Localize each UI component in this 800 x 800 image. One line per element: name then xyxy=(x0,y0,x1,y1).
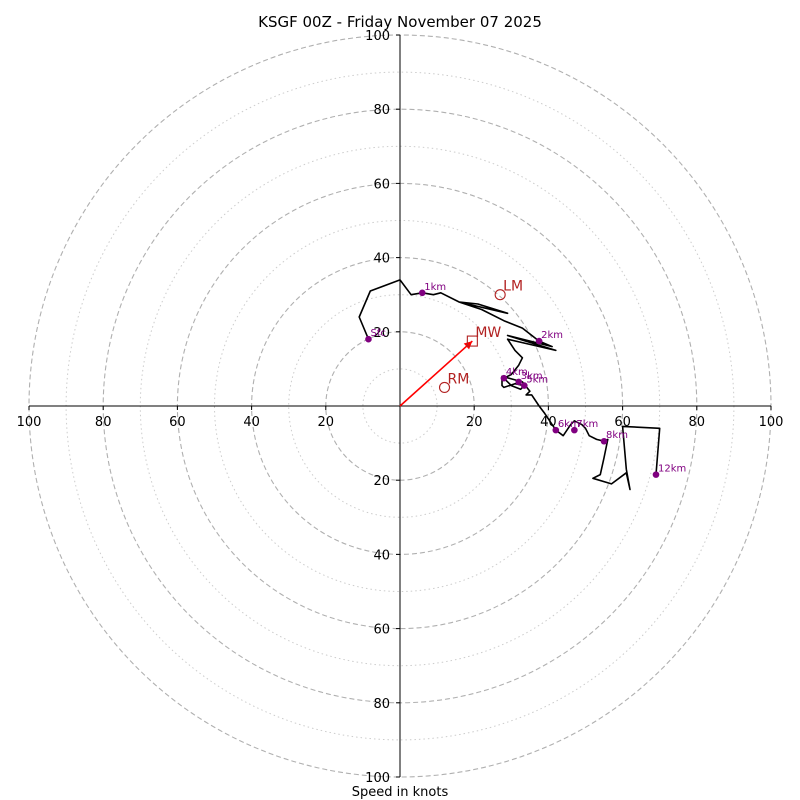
height-marker-dot-7km xyxy=(571,426,578,434)
height-marker-dot-1km xyxy=(418,289,426,297)
x-axis-label: Speed in knots xyxy=(352,785,449,800)
x-tick-label-left-20: 20 xyxy=(318,415,335,430)
height-marker-dot-6km xyxy=(552,426,560,434)
height-marker-dot-5km xyxy=(520,382,528,389)
height-marker-dot-4km xyxy=(500,374,508,382)
y-tick-label-up-100: 100 xyxy=(365,29,390,44)
chart-title: KSGF 00Z - Friday November 07 2025 xyxy=(258,13,542,31)
storm-motion-label-rm: RM xyxy=(448,371,470,387)
y-tick-label-down-40: 40 xyxy=(373,548,390,563)
storm-motion-label-lm: LM xyxy=(503,279,523,295)
x-tick-label-left-100: 100 xyxy=(17,415,42,430)
height-marker-dot-2km xyxy=(535,337,543,345)
x-tick-label-right-20: 20 xyxy=(466,415,483,430)
mean-wind-vector-group xyxy=(399,340,473,407)
height-marker-label-5km: 5km xyxy=(526,375,548,386)
height-marker-label-6km: 6km xyxy=(558,419,580,430)
height-marker-label-3km: 3km xyxy=(521,371,543,382)
y-tick-label-up-40: 40 xyxy=(373,252,390,267)
height-marker-dot-3km xyxy=(515,378,523,386)
height-marker-dot-sfc xyxy=(365,335,372,343)
y-tick-label-up-80: 80 xyxy=(373,103,390,118)
height-marker-label-8km: 8km xyxy=(606,430,628,441)
height-marker-label-2km: 2km xyxy=(541,330,563,341)
storm-motion-markers: LM MW RM xyxy=(438,279,523,394)
y-tick-label-up-60: 60 xyxy=(373,177,390,192)
height-marker-label-7km: 7km xyxy=(576,419,598,430)
storm-motion-marker-mw xyxy=(466,335,478,347)
x-tick-label-left-60: 60 xyxy=(169,415,186,430)
x-tick-label-left-80: 80 xyxy=(95,415,112,430)
height-marker-dot-12km xyxy=(652,471,660,478)
storm-motion-marker-rm xyxy=(438,381,451,394)
y-tick-label-down-60: 60 xyxy=(373,623,390,638)
height-marker-label-12km: 12km xyxy=(658,464,686,475)
storm-motion-marker-lm xyxy=(494,289,506,301)
y-tick-label-down-80: 80 xyxy=(373,697,390,712)
height-marker-dot-8km xyxy=(600,437,608,445)
y-tick-label-up-20: 20 xyxy=(373,326,390,341)
hodograph-trace-group xyxy=(358,279,661,491)
storm-motion-label-mw: MW xyxy=(475,325,501,341)
mean-wind-vector-arrowhead xyxy=(463,341,473,350)
x-tick-label-right-80: 80 xyxy=(689,415,706,430)
height-marker-label-sfc: Sfc xyxy=(370,328,385,339)
height-marker-label-4km: 4km xyxy=(506,367,528,378)
height-marker-label-1km: 1km xyxy=(424,282,446,293)
mean-wind-vector-line xyxy=(399,340,473,407)
hodograph-trace xyxy=(358,279,661,491)
x-tick-label-left-40: 40 xyxy=(243,415,260,430)
tick-labels: 100 80 60 40 20 20 40 60 80 100204060801002040608… xyxy=(17,29,784,786)
y-tick-label-down-100: 100 xyxy=(365,771,390,786)
x-tick-label-right-100: 100 xyxy=(759,415,784,430)
y-tick-label-down-20: 20 xyxy=(373,474,390,489)
